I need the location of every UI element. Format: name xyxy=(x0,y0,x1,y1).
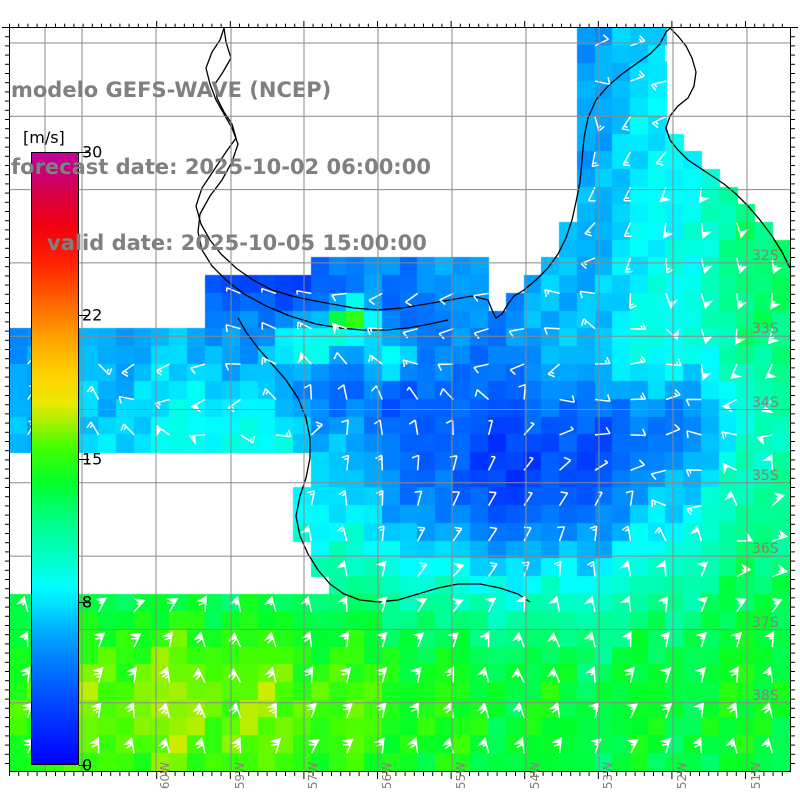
wind-barb-layer xyxy=(16,34,789,754)
colorbar-tick-label: 30 xyxy=(82,142,103,162)
colorbar-tick-label: 8 xyxy=(82,592,93,611)
windspeed-heatmap xyxy=(10,28,790,771)
colorbar-unit-label: [m/s] xyxy=(23,128,65,147)
map-plot-area[interactable] xyxy=(9,27,791,772)
colorbar-tick-label: 0 xyxy=(82,755,93,775)
axis-rail-right xyxy=(790,27,798,764)
colorbar-tick-label: 15 xyxy=(82,449,103,468)
colorbar-tick-label: 22 xyxy=(82,305,103,325)
colorbar-tick xyxy=(79,601,89,603)
coastline-layer xyxy=(195,28,790,603)
axis-rail-left xyxy=(2,27,10,764)
colorbar-tick xyxy=(79,315,89,317)
colorbar[interactable] xyxy=(31,152,79,765)
axis-rail-bottom xyxy=(9,771,791,779)
graticule-layer xyxy=(10,28,790,771)
colorbar-tick xyxy=(79,152,89,153)
colorbar-tick xyxy=(79,458,89,460)
colorbar-tick xyxy=(79,765,89,766)
colorbar-gradient xyxy=(31,152,79,765)
